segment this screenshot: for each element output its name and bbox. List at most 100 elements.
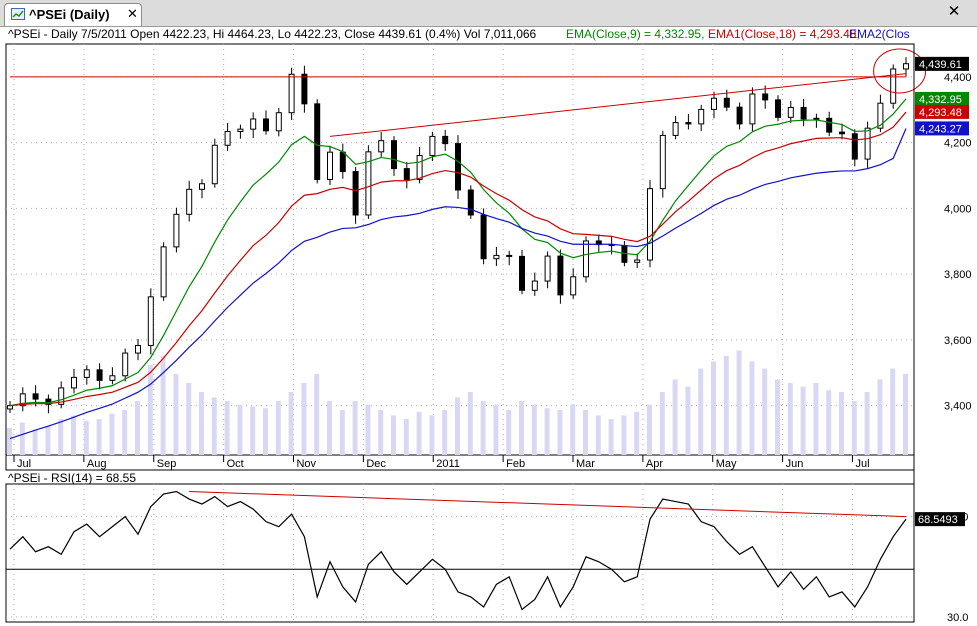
rsi-panel — [5, 483, 915, 623]
volume-bar — [595, 415, 601, 455]
candle-body — [903, 63, 909, 70]
price-tag-label: 4,332.95 — [919, 94, 962, 106]
x-tick-label: 2011 — [436, 458, 460, 470]
highlight-circle — [873, 48, 927, 94]
y-tick-label: 3,600 — [944, 335, 972, 347]
candle-body — [826, 117, 833, 133]
candle-body — [147, 296, 154, 347]
candle-body — [416, 154, 423, 180]
x-tick-label: Jul — [855, 458, 869, 470]
candle-body — [506, 254, 513, 257]
volume-bar — [685, 386, 691, 455]
volume-bar — [288, 392, 294, 455]
volume-bar — [250, 406, 256, 455]
volume-bar — [378, 410, 384, 455]
volume-bar — [339, 410, 345, 455]
volume-bar — [890, 368, 896, 455]
volume-bar — [224, 401, 230, 455]
volume-bar — [839, 392, 844, 455]
volume-bar — [391, 415, 396, 455]
y-tick-label: 3,800 — [944, 269, 972, 281]
candle-body — [813, 117, 820, 120]
candle-body — [711, 97, 717, 110]
volume-bar — [7, 428, 12, 455]
volume-bar — [608, 419, 614, 455]
x-tick-label: Nov — [296, 458, 316, 470]
volume-bar — [506, 410, 512, 455]
volume-bar — [173, 374, 179, 455]
candle-body — [391, 140, 397, 170]
candle-body — [7, 405, 13, 410]
volume-bar — [583, 410, 588, 455]
volume-bar — [19, 422, 25, 455]
volume-bar — [736, 350, 742, 455]
y-tick-label: 4,400 — [944, 72, 972, 84]
trendline — [329, 73, 907, 137]
candle-body — [288, 73, 295, 114]
x-tick-label: Dec — [366, 458, 386, 470]
volume-bar — [903, 374, 908, 455]
candle-body — [442, 135, 449, 145]
candle-body — [787, 106, 794, 118]
volume-bar — [429, 415, 435, 455]
volume-bar — [570, 404, 576, 455]
volume-bar — [122, 410, 128, 455]
volume-bar — [864, 392, 870, 455]
volume-bar — [365, 404, 371, 455]
candle-body — [211, 144, 218, 185]
volume-bar — [531, 404, 537, 455]
price-tag — [915, 56, 969, 71]
x-tick-label: Mar — [576, 458, 595, 470]
volume-bar — [775, 379, 780, 455]
x-tick-label: Sep — [157, 458, 177, 470]
candle-body — [224, 130, 231, 146]
volume-bar — [634, 411, 640, 455]
volume-bar — [851, 401, 857, 455]
candle-body — [480, 214, 487, 260]
candle-body — [659, 134, 666, 190]
candle-body — [327, 151, 333, 180]
volume-bar — [557, 410, 563, 455]
volume-bar — [647, 404, 652, 455]
ema2-line — [9, 128, 907, 440]
candle-body — [32, 393, 39, 400]
candle-body — [749, 93, 756, 125]
volume-bar — [749, 361, 755, 455]
volume-bar — [698, 368, 704, 455]
candle-body — [135, 345, 141, 354]
candle-body — [455, 143, 461, 191]
candle-body — [122, 352, 129, 377]
price-tag — [915, 121, 969, 136]
candle-body — [352, 171, 359, 216]
x-tick-label: Jul — [17, 458, 31, 470]
volume-bar — [314, 374, 320, 455]
candle-body — [160, 246, 167, 298]
candle-body — [877, 102, 884, 129]
candle-body — [403, 168, 410, 180]
volume-bar — [672, 379, 678, 455]
volume-bar — [301, 383, 307, 455]
volume-bar — [147, 365, 153, 455]
volume-bar — [442, 410, 448, 455]
volume-bar — [109, 413, 115, 455]
volume-bar — [237, 404, 243, 455]
candle-body — [864, 127, 871, 160]
chart-icon — [11, 8, 25, 20]
candle-body — [275, 112, 282, 132]
ema-label: EMA(Close,9) = 4,332.95, — [566, 27, 704, 41]
tab-close-icon[interactable]: ✕ — [127, 6, 138, 21]
volume-bar — [813, 383, 819, 455]
candle-body — [557, 255, 564, 296]
window-close-icon[interactable]: ✕ — [947, 3, 961, 20]
candle-body — [339, 151, 346, 173]
candle-body — [647, 188, 653, 261]
candle-body — [634, 259, 641, 263]
rsi-trendline — [189, 491, 907, 518]
rsi-value-tag-label: 68.5493 — [918, 514, 958, 526]
volume-bar — [263, 408, 268, 455]
volume-bar — [83, 420, 89, 455]
ema2-label: EMA2(Clos — [849, 27, 910, 41]
volume-bar — [544, 408, 550, 455]
x-tick-label: Feb — [506, 458, 525, 470]
tab-chart[interactable]: ^PSEi (Daily) ✕ — [4, 3, 142, 26]
